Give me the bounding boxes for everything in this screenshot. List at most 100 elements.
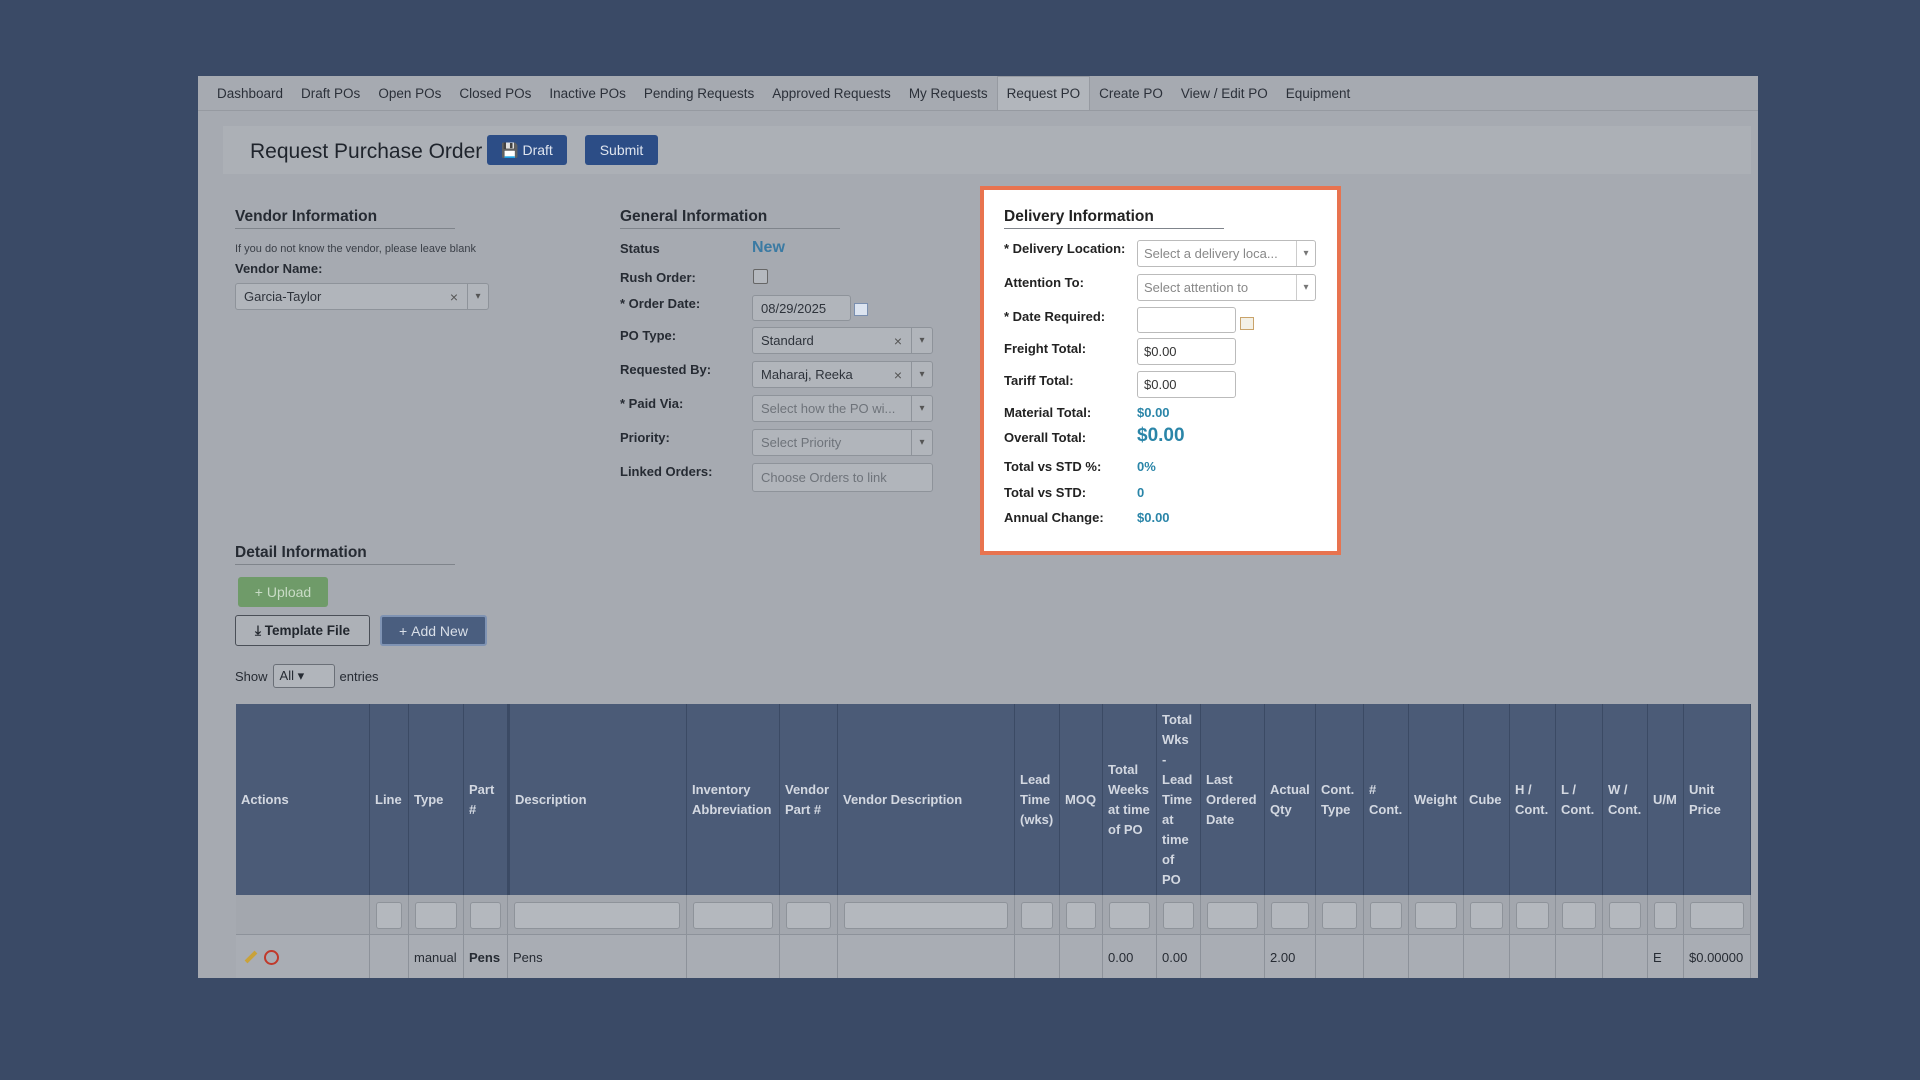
filter-input[interactable] xyxy=(1021,902,1053,929)
vendor-select[interactable]: Garcia-Taylor × ▾ xyxy=(235,283,489,310)
vendor-value: Garcia-Taylor xyxy=(244,289,322,304)
nav-tab[interactable]: Approved Requests xyxy=(772,85,891,101)
nav-tab[interactable]: Dashboard xyxy=(217,85,284,101)
general-heading: General Information xyxy=(620,208,840,229)
attention-label: Attention To: xyxy=(1004,275,1084,290)
freight-value: $0.00 xyxy=(1144,344,1177,359)
priority-label: Priority: xyxy=(620,430,670,445)
show-select[interactable]: All ▾ xyxy=(272,664,335,688)
calendar-icon[interactable] xyxy=(1240,317,1254,330)
template-label: Template File xyxy=(264,623,350,638)
status-value: New xyxy=(752,239,785,256)
attention-select[interactable]: Select attention to ▾ xyxy=(1137,274,1316,301)
order-date-input[interactable]: 08/29/2025 xyxy=(752,295,851,321)
table-cell: 0.00 xyxy=(1108,950,1134,965)
filter-cell xyxy=(409,895,464,978)
filter-input[interactable] xyxy=(514,902,680,929)
show-value: All xyxy=(279,668,294,683)
column-header: U/M xyxy=(1648,704,1684,895)
add-new-button[interactable]: + Add New xyxy=(380,615,487,646)
material-value: $0.00 xyxy=(1137,405,1170,420)
filter-cell xyxy=(1265,895,1316,978)
filter-input[interactable] xyxy=(786,902,831,929)
filter-cell xyxy=(687,895,780,978)
filter-input[interactable] xyxy=(1415,902,1457,929)
table-cell: E xyxy=(1653,950,1662,965)
column-header: # Cont. xyxy=(1364,704,1409,895)
filter-input[interactable] xyxy=(693,902,773,929)
filter-input[interactable] xyxy=(1654,902,1677,929)
filter-cell xyxy=(1510,895,1556,978)
filter-input[interactable] xyxy=(1470,902,1503,929)
filter-cell xyxy=(370,895,409,978)
delete-icon[interactable] xyxy=(264,950,279,965)
nav-tab[interactable]: Equipment xyxy=(1285,85,1351,101)
nav-tab[interactable]: Draft POs xyxy=(301,85,361,101)
filter-input[interactable] xyxy=(415,902,457,929)
column-header: W / Cont. xyxy=(1603,704,1648,895)
filter-cell xyxy=(1648,895,1684,978)
po-type-select[interactable]: Standard × ▾ xyxy=(752,327,933,354)
filter-cell xyxy=(1364,895,1409,978)
template-button[interactable]: ⤓ Template File xyxy=(235,615,370,646)
nav-tab[interactable]: View / Edit PO xyxy=(1180,85,1268,101)
filter-input[interactable] xyxy=(1322,902,1357,929)
filter-input[interactable] xyxy=(1163,902,1194,929)
column-header: Weight xyxy=(1409,704,1464,895)
nav-tab[interactable]: Closed POs xyxy=(459,85,532,101)
nav-tab[interactable]: Pending Requests xyxy=(643,85,755,101)
linked-input[interactable]: Choose Orders to link xyxy=(752,463,933,492)
filter-input[interactable] xyxy=(844,902,1008,929)
column-header: Part # xyxy=(464,704,508,895)
filter-input[interactable] xyxy=(376,902,402,929)
table-header xyxy=(236,704,1751,895)
nav-tab[interactable]: Request PO xyxy=(996,76,1091,110)
filter-cell xyxy=(1316,895,1364,978)
upload-button[interactable]: + Upload xyxy=(238,577,328,607)
filter-input[interactable] xyxy=(1562,902,1596,929)
filter-cell xyxy=(1464,895,1510,978)
paid-via-select[interactable]: Select how the PO wi... ▾ xyxy=(752,395,933,422)
nav-tab[interactable]: Create PO xyxy=(1099,85,1163,101)
filter-input[interactable] xyxy=(1516,902,1549,929)
vs-std-pct-label: Total vs STD %: xyxy=(1004,459,1102,474)
filter-input[interactable] xyxy=(1609,902,1641,929)
nav-tab[interactable]: Open POs xyxy=(378,85,442,101)
column-header: Description xyxy=(508,704,687,895)
requested-by-select[interactable]: Maharaj, Reeka × ▾ xyxy=(752,361,933,388)
date-required-input[interactable] xyxy=(1137,307,1236,333)
filter-input[interactable] xyxy=(1207,902,1258,929)
draft-button[interactable]: 💾 Draft xyxy=(487,135,567,165)
calendar-icon[interactable] xyxy=(854,303,868,316)
po-type-label: PO Type: xyxy=(620,328,677,343)
priority-select[interactable]: Select Priority ▾ xyxy=(752,429,933,456)
freight-input[interactable]: $0.00 xyxy=(1137,338,1236,365)
rush-checkbox[interactable] xyxy=(753,269,768,284)
page-title: Request Purchase Order xyxy=(250,140,483,163)
location-select[interactable]: Select a delivery loca... ▾ xyxy=(1137,240,1316,267)
nav-tab[interactable]: My Requests xyxy=(908,85,988,101)
filter-input[interactable] xyxy=(1109,902,1150,929)
priority-placeholder: Select Priority xyxy=(761,435,842,450)
paid-via-label: * Paid Via: xyxy=(620,396,684,411)
paid-via-placeholder: Select how the PO wi... xyxy=(761,401,896,416)
filter-cell xyxy=(1157,895,1201,978)
table-cell: Pens xyxy=(469,950,501,965)
filter-input[interactable] xyxy=(1370,902,1402,929)
table-cell: $0.00000 xyxy=(1689,950,1744,965)
linked-label: Linked Orders: xyxy=(620,464,713,479)
filter-input[interactable] xyxy=(1271,902,1309,929)
filter-input[interactable] xyxy=(1690,902,1744,929)
filter-cell xyxy=(508,895,687,978)
app-window: Dashboard Draft POs Open POs Closed POs Inac… xyxy=(198,76,1758,978)
filter-input[interactable] xyxy=(1066,902,1096,929)
nav-tab[interactable]: Inactive POs xyxy=(549,85,626,101)
tariff-input[interactable]: $0.00 xyxy=(1137,371,1236,398)
submit-button[interactable]: Submit xyxy=(585,135,658,165)
column-header: MOQ xyxy=(1060,704,1103,895)
table-cell: 0.00 xyxy=(1162,950,1188,965)
filter-cell xyxy=(1103,895,1157,978)
filter-input[interactable] xyxy=(470,902,501,929)
date-required-label: * Date Required: xyxy=(1004,309,1106,324)
column-header: Actions xyxy=(236,704,370,895)
